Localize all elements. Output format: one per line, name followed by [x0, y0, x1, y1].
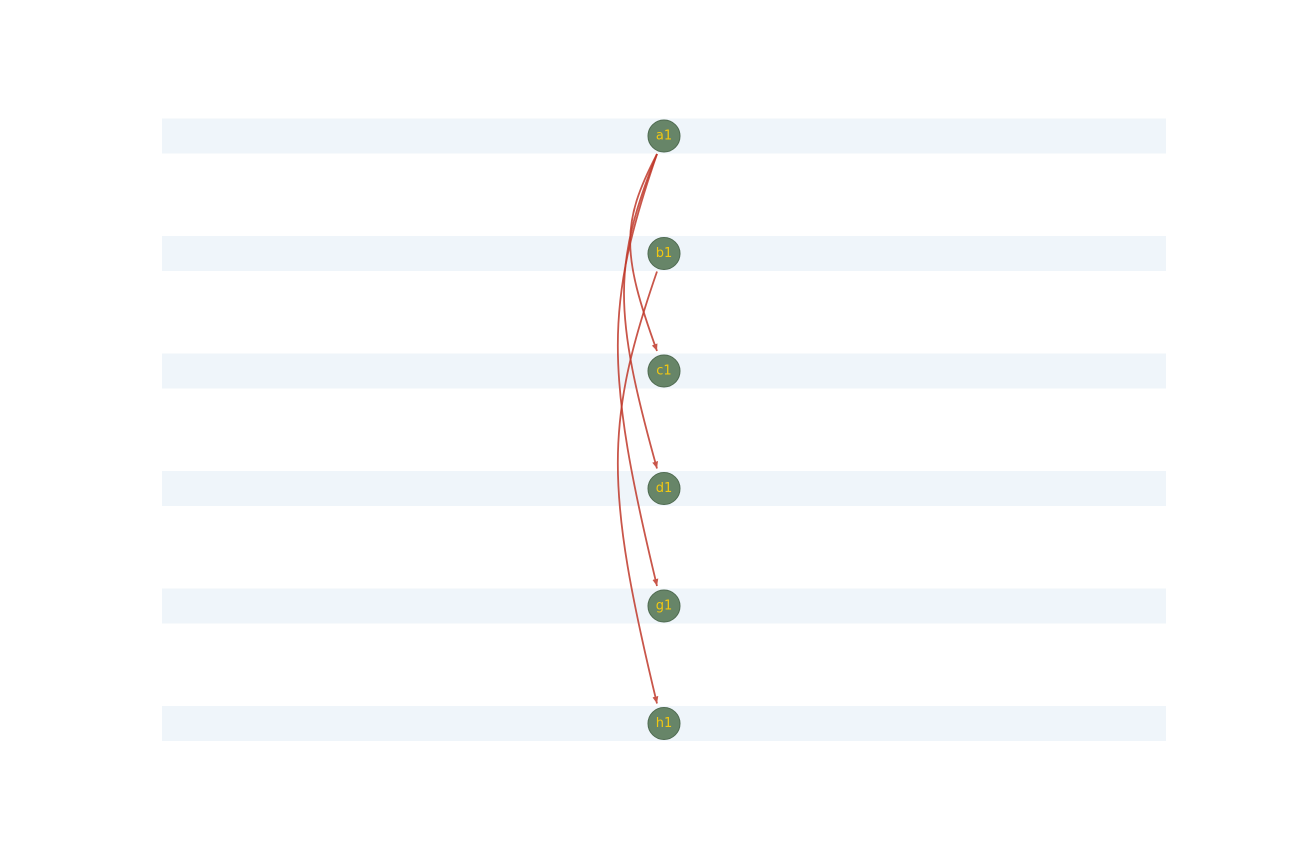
node-label: b1: [656, 246, 673, 261]
node-g1[interactable]: g1: [647, 589, 681, 623]
node-label: g1: [656, 599, 673, 614]
node-circle: [647, 589, 681, 623]
node-label: c1: [656, 364, 671, 379]
node-h1[interactable]: h1: [647, 707, 681, 740]
node-circle: [647, 354, 681, 388]
node-label: h1: [656, 716, 673, 731]
node-circle: [647, 237, 681, 270]
node-circle: [647, 472, 681, 505]
node-circle: [647, 119, 681, 153]
node-d1[interactable]: d1: [647, 472, 681, 505]
node-label: a1: [656, 129, 672, 144]
node-circle: [647, 707, 681, 740]
node-b1[interactable]: b1: [647, 237, 681, 270]
node-label: d1: [656, 481, 673, 496]
node-c1[interactable]: c1: [647, 354, 681, 388]
lane-group: [162, 118, 1166, 741]
edge-a1-d1: [623, 153, 659, 469]
edge-a1-g1: [616, 153, 659, 587]
edge-group: [616, 153, 659, 704]
edge-b1-h1: [616, 271, 659, 704]
node-group: a1 b1 c1 d1 g1 h1: [647, 119, 681, 740]
node-a1[interactable]: a1: [647, 119, 681, 153]
